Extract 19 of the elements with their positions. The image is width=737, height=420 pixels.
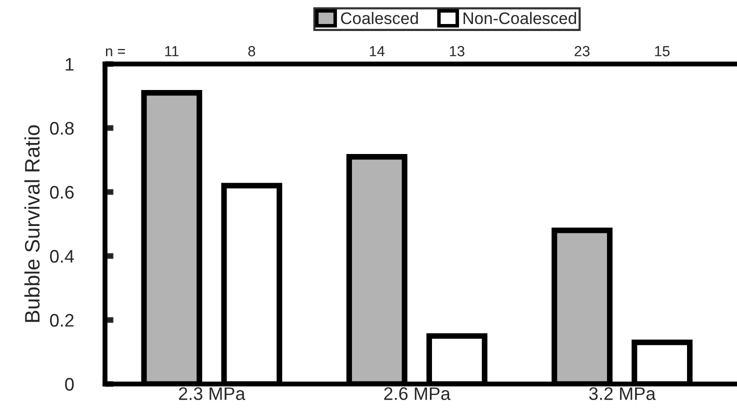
x-tick-label: 2.3 MPa [178, 387, 246, 400]
legend-label: Coalesced [341, 12, 418, 24]
text: 14 [370, 46, 385, 56]
y-tick-label: 0.6 [50, 186, 74, 199]
y-axis-title: Bubble Survival Ratio [24, 125, 40, 322]
text: 8 [248, 46, 256, 56]
text: 11 [165, 46, 179, 56]
x-tick-label: 3.2 MPa [589, 387, 656, 400]
text: 13 [450, 46, 464, 56]
y-tick-label: 0.2 [50, 314, 74, 327]
y-tick-label: 1 [66, 58, 74, 71]
text: n = [106, 48, 125, 56]
text: 15 [655, 46, 670, 56]
text: 23 [574, 46, 590, 56]
y-tick-label: 0 [65, 378, 74, 391]
legend-label: Non-Coalesced [464, 12, 576, 24]
x-tick-label: 2.6 MPa [384, 387, 451, 400]
y-tick-label: 0.8 [50, 122, 74, 135]
y-tick-label: 0.4 [50, 250, 74, 263]
